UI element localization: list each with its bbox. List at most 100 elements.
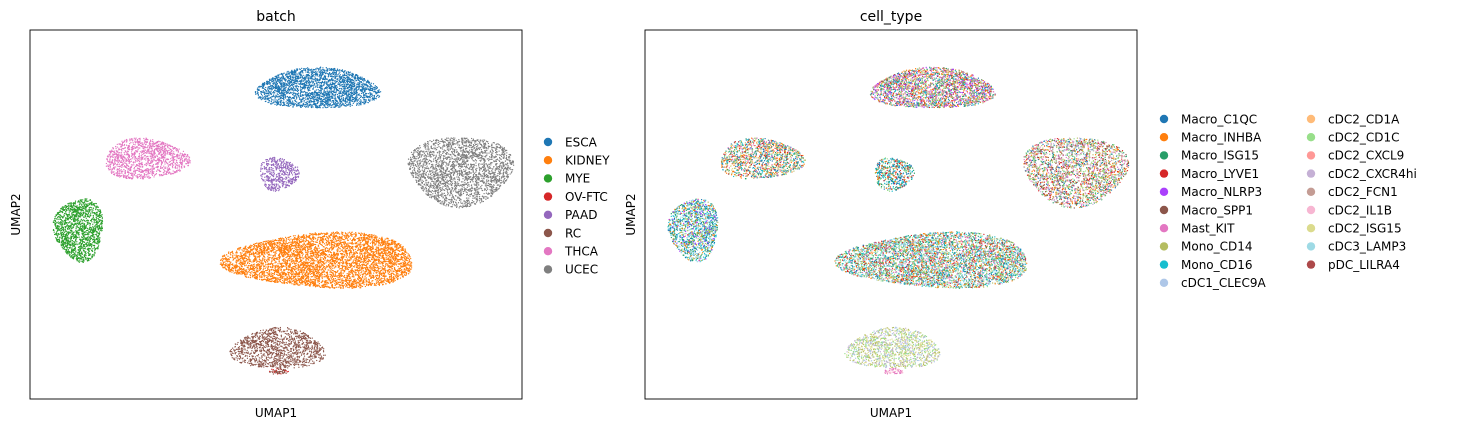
legend-label: Macro_C1QC [1181,112,1257,126]
scatter-points-macro-lyve1 [877,159,914,190]
scatter-points-ucec [407,137,515,209]
scatter-points-mye [52,198,104,264]
legend-marker [543,228,553,238]
legend-item: RC [543,226,581,240]
chart-cell-type-ylabel: UMAP2 [624,193,638,235]
legend-marker [543,210,553,219]
legend-marker [543,192,553,201]
legend-label: cDC2_IL1B [1328,203,1392,217]
legend-item: OV-FTC [543,190,608,204]
chart-batch-xlabel: UMAP1 [255,406,297,420]
chart-cell-type-xlabel: UMAP1 [870,406,912,420]
scatter-cluster [52,198,104,264]
legend-label: Macro_INHBA [1181,131,1262,145]
legend-marker [1306,169,1316,178]
legend-marker [1159,133,1169,142]
legend-item: cDC1_CLEC9A [1159,276,1267,290]
legend-item: ESCA [543,135,598,149]
legend-item: KIDNEY [543,154,610,168]
legend-item: cDC2_CXCR4hi [1306,167,1417,181]
legend-label: OV-FTC [565,190,608,204]
scatter-points-mast-kit [838,232,1025,287]
legend-item: Macro_ISG15 [1159,149,1259,163]
scatter-points-cdc2-cd1c [874,157,911,192]
legend-item: Macro_INHBA [1159,131,1262,145]
chart-cell-type-plot-area [645,30,1137,399]
scatter-cluster [874,157,916,192]
scatter-points-thca [105,137,191,180]
legend-label: cDC2_CXCR4hi [1328,167,1417,181]
scatter-points-cdc2-cd1c [844,328,940,369]
legend-label: pDC_LILRA4 [1328,258,1400,272]
legend-label: Mono_CD16 [1181,258,1253,272]
legend-item: UCEC [543,263,598,277]
legend-marker [1306,187,1316,196]
scatter-cluster [229,326,326,369]
legend-marker [543,156,553,165]
legend-item: Mono_CD14 [1159,240,1253,254]
legend-item: Mast_KIT [1159,222,1235,236]
chart-batch: batch UMAP1 UMAP2 ESCA KIDNEY MYE OV-FTC PAA… [9,9,610,420]
chart-cell-type: cell_type UMAP1 UMAP2 Macro_C1QC Macro_IN… [624,9,1417,420]
legend-item: Macro_C1QC [1159,112,1257,126]
legend-label: PAAD [565,208,597,222]
legend-marker [543,137,553,147]
scatter-cluster [219,231,413,289]
chart-batch-frame [29,29,523,400]
legend-item: Mono_CD16 [1159,258,1253,272]
scatter-points-cdc2-cxcr4hi [846,327,940,368]
legend-marker [1159,224,1169,233]
legend-item: THCA [543,245,599,259]
chart-batch-title: batch [256,9,296,25]
legend-item: PAAD [543,208,597,222]
scatter-cluster [268,367,289,375]
legend-item: Macro_SPP1 [1159,203,1253,217]
legend-label: Macro_LYVE1 [1181,167,1259,181]
legend-label: Macro_SPP1 [1181,203,1253,217]
legend-marker [1159,114,1169,124]
scatter-points-macro-isg15 [875,157,916,191]
chart-cell-type-points [667,66,1130,375]
legend-marker [1306,133,1316,142]
scatter-cluster [254,66,382,109]
scatter-points-cdc2-fcn1 [870,67,996,108]
legend-marker [1306,260,1316,269]
legend-item: cDC2_IL1B [1306,203,1392,217]
scatter-points-mast-kit [724,137,803,179]
chart-batch-legend: ESCA KIDNEY MYE OV-FTC PAAD RC THCA UCEC [543,135,610,277]
legend-item: cDC2_CD1A [1306,112,1400,126]
scatter-points-macro-spp1 [1023,139,1130,209]
legend-marker [1159,278,1169,287]
legend-marker [543,265,553,274]
scatter-cluster [1023,137,1130,209]
scatter-points-rc [229,326,326,369]
legend-marker [1159,151,1169,160]
legend-marker [543,247,553,256]
legend-marker [1159,242,1169,251]
scatter-cluster [667,198,719,263]
scatter-points-cdc2-cd1c [870,67,994,109]
scatter-cluster [869,66,997,109]
scatter-points-kidney [219,231,413,289]
scatter-points-macro-nlrp3 [668,199,717,262]
scatter-cluster [844,326,941,369]
legend-label: cDC1_CLEC9A [1181,276,1267,290]
legend-label: cDC2_ISG15 [1328,222,1402,236]
scatter-cluster [720,137,807,180]
chart-batch-ylabel: UMAP2 [9,193,23,235]
legend-item: cDC3_LAMP3 [1306,240,1406,254]
scatter-cluster [834,231,1028,289]
scatter-points-rc [269,367,287,375]
legend-marker [1159,169,1169,178]
legend-marker [1159,205,1169,215]
legend-label: cDC2_CD1A [1328,112,1400,126]
legend-marker [543,174,553,183]
legend-item: cDC2_ISG15 [1306,222,1402,236]
scatter-cluster [105,137,191,180]
legend-label: KIDNEY [565,154,610,168]
scatter-points-paad [259,156,300,192]
legend-label: cDC2_CD1C [1328,131,1399,145]
legend-item: Macro_LYVE1 [1159,167,1259,181]
chart-cell-type-legend: Macro_C1QC Macro_INHBA Macro_ISG15 Macro_LY… [1159,112,1417,290]
